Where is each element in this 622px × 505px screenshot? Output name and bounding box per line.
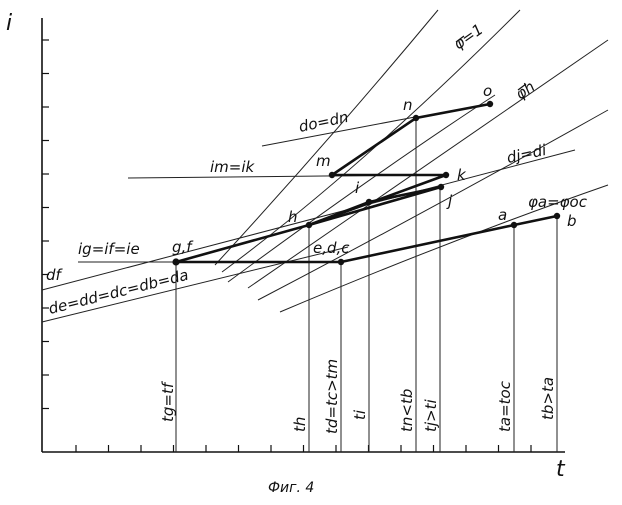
label-point-o: o: [483, 82, 492, 100]
label-td-tc-tm: td=tc>tm: [323, 359, 341, 434]
label-point-a: a: [498, 206, 507, 224]
figure-caption: Фиг. 4: [268, 480, 314, 496]
label-tg-tf: tg=tf: [159, 380, 177, 422]
x-axis-label: t: [556, 457, 566, 482]
label-point-j: j: [446, 192, 453, 210]
curve-phi-h: [228, 95, 495, 282]
point-n: [413, 115, 419, 121]
label-df: df: [46, 266, 64, 284]
label-de-da: de=dd=dc=db=da: [47, 266, 191, 318]
label-point-gf: g,f: [172, 238, 194, 256]
point-j: [438, 184, 444, 190]
label-point-b: b: [567, 212, 577, 230]
point-k: [443, 172, 449, 178]
point-b: [554, 213, 560, 219]
label-tn-tb: tn<tb: [398, 389, 416, 432]
label-point-m: m: [316, 152, 331, 170]
label-dj-di: dj=di: [505, 141, 549, 167]
label-ti: ti: [351, 409, 369, 420]
point-h: [306, 222, 312, 228]
label-phi-a-oc: φa=φoc: [528, 193, 588, 211]
point-a: [511, 222, 517, 228]
label-point-edc: e,d,c: [313, 239, 350, 257]
label-point-h: h: [288, 208, 298, 226]
label-point-n: n: [403, 96, 413, 114]
point-edc: [338, 259, 344, 265]
label-point-k: k: [457, 166, 467, 184]
y-axis-ticks: [42, 40, 49, 409]
point-o: [487, 101, 493, 107]
label-do-dn: do=dn: [297, 108, 350, 136]
label-tb-ta: tb>ta: [539, 377, 557, 420]
curve-phi-1: [215, 10, 438, 265]
point-gf: [172, 258, 179, 265]
label-tj-ti: tj>ti: [422, 399, 440, 432]
label-th: th: [291, 417, 309, 432]
y-axis-label: i: [6, 11, 12, 36]
line-de-da: [42, 247, 348, 322]
label-phi-h: φh: [512, 77, 538, 103]
label-ig-ie: ig=if=ie: [78, 240, 140, 258]
point-m: [329, 172, 335, 178]
label-im-ik: im=ik: [210, 158, 256, 176]
label-ta-toc: ta=toc: [496, 380, 514, 432]
curve-mid-1: [248, 40, 608, 288]
x-axis-ticks: [76, 445, 531, 452]
label-point-i: i: [355, 179, 360, 197]
point-i: [366, 199, 372, 205]
